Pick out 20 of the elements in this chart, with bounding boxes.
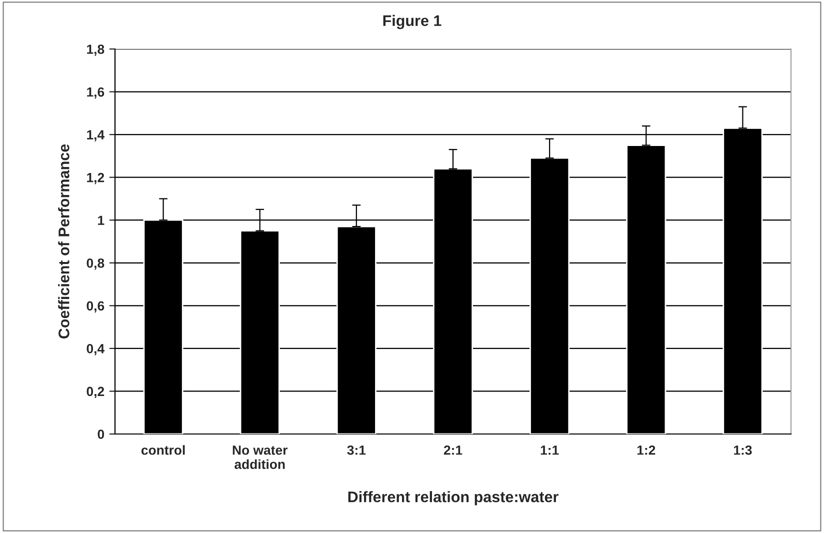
x-tick-label: No water addition — [232, 446, 288, 470]
x-tick-label: 1:1 — [540, 446, 559, 455]
y-tick-label: 0,2 — [86, 386, 104, 398]
y-tick-label: 1,6 — [87, 87, 104, 99]
x-tick-label: 1:3 — [734, 445, 752, 455]
x-tick-label: 2:1 — [444, 445, 462, 455]
y-tick-label: 1 — [98, 216, 104, 225]
x-tick-label: 3:1 — [347, 445, 366, 455]
x-tick-label: control — [141, 445, 185, 455]
y-tick-label: 0,8 — [86, 258, 104, 270]
y-tick-label: 0,6 — [86, 301, 104, 312]
y-tick-label: 1,2 — [87, 172, 104, 184]
y-tick-label: 0 — [98, 430, 104, 439]
chart-title: Figure 1 — [383, 14, 442, 30]
y-tick-label: 1,8 — [87, 44, 104, 56]
y-tick-label: 1,4 — [87, 130, 105, 142]
x-axis-title: Different relation paste:water — [348, 491, 558, 506]
x-tick-label: 1:2 — [637, 445, 656, 455]
y-axis-title: Coefficient of Performance — [58, 144, 70, 338]
y-tick-label: 0,4 — [86, 344, 105, 356]
